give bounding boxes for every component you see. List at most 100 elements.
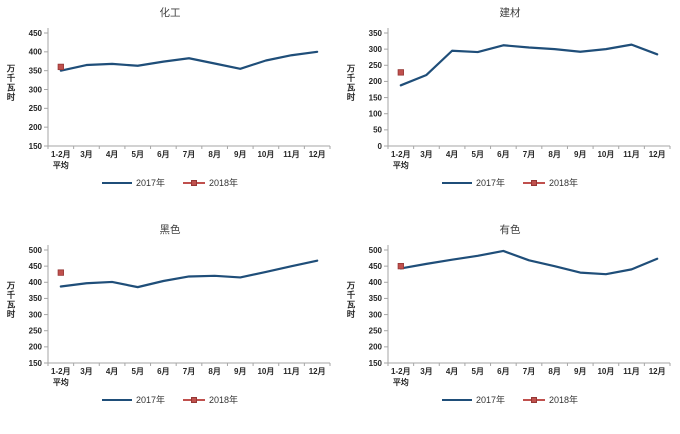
x-tick-label: 12月 xyxy=(309,367,326,376)
x-tick-label: 11月 xyxy=(283,367,299,376)
x-tick-label: 10月 xyxy=(597,367,614,376)
x-tick-label: 3月 xyxy=(420,367,432,376)
x-tick-label: 5月 xyxy=(132,367,144,376)
y-tick-label: 400 xyxy=(29,48,43,57)
y-tick-label: 350 xyxy=(29,294,43,303)
y-tick-label: 250 xyxy=(369,61,383,70)
legend-label: 2017年 xyxy=(475,178,505,188)
x-tick-label: 平均 xyxy=(393,377,409,387)
y-tick-label: 400 xyxy=(369,278,383,287)
line-swatch-icon xyxy=(101,398,132,401)
x-tick-label: 7月 xyxy=(523,150,535,159)
y-tick-label: 300 xyxy=(369,310,383,319)
x-tick-label: 6月 xyxy=(497,367,509,376)
x-tick-label: 8月 xyxy=(208,150,220,159)
series-2018-marker xyxy=(397,69,404,76)
line-swatch-icon xyxy=(441,398,472,401)
line-swatch-icon xyxy=(101,181,132,184)
x-tick-label: 12月 xyxy=(309,150,326,159)
x-tick-label: 4月 xyxy=(106,150,118,159)
x-tick-label: 1-2月 xyxy=(391,150,411,159)
y-tick-label: 300 xyxy=(29,85,43,94)
y-tick-label: 250 xyxy=(29,327,43,336)
x-tick-label: 4月 xyxy=(106,367,118,376)
chart-title: 黑色 xyxy=(159,224,181,236)
y-tick-label: 150 xyxy=(29,142,43,151)
x-tick-label: 10月 xyxy=(257,367,274,376)
x-tick-label: 7月 xyxy=(183,367,195,376)
y-tick-label: 500 xyxy=(369,246,383,255)
y-tick-label: 150 xyxy=(369,359,383,368)
x-tick-label: 4月 xyxy=(446,367,458,376)
x-tick-label: 3月 xyxy=(80,150,92,159)
y-tick-label: 350 xyxy=(369,294,383,303)
y-tick-label: 100 xyxy=(369,110,383,119)
x-tick-label: 5月 xyxy=(132,150,144,159)
y-tick-label: 150 xyxy=(369,93,383,102)
x-tick-label: 5月 xyxy=(472,367,484,376)
x-tick-label: 7月 xyxy=(183,150,195,159)
x-tick-label: 9月 xyxy=(234,150,246,159)
legend-label: 2017年 xyxy=(135,395,165,405)
legend-item-2017: 2017年 xyxy=(441,176,505,189)
series-2018-marker xyxy=(397,262,404,270)
x-tick-label: 11月 xyxy=(623,367,639,376)
x-tick-label: 平均 xyxy=(393,160,409,170)
x-tick-label: 10月 xyxy=(257,150,274,159)
legend-item-2017: 2017年 xyxy=(101,393,165,406)
y-tick-label: 200 xyxy=(369,77,383,86)
legend-item-2018: 2018年 xyxy=(523,176,578,189)
y-axis-title: 万千瓦时 xyxy=(346,64,356,102)
legend-item-2018: 2018年 xyxy=(183,393,238,406)
legend-item-2018: 2018年 xyxy=(523,393,578,406)
x-tick-label: 6月 xyxy=(157,367,169,376)
x-tick-label: 8月 xyxy=(208,367,220,376)
line-swatch-icon xyxy=(441,181,472,184)
chart-jiancai: 建材 万千瓦时 0 50 100 150 200 250 300 350 1-2月 平均 3月 4月 5… xyxy=(340,0,680,217)
x-tick-label: 1-2月 xyxy=(51,367,71,376)
y-tick-label: 450 xyxy=(29,29,43,38)
x-tick-label: 3月 xyxy=(80,367,92,376)
x-tick-label: 平均 xyxy=(53,377,69,387)
x-tick-label: 4月 xyxy=(446,150,458,159)
x-tick-label: 11月 xyxy=(283,150,299,159)
series-2018-marker xyxy=(57,63,64,71)
x-tick-label: 9月 xyxy=(574,367,586,376)
x-tick-label: 6月 xyxy=(497,150,509,159)
legend-label: 2018年 xyxy=(209,395,239,405)
marker-swatch-icon xyxy=(183,396,205,403)
series-2017-line xyxy=(59,50,319,72)
y-tick-label: 200 xyxy=(29,343,43,352)
y-tick-label: 450 xyxy=(369,262,383,271)
y-axis-title: 万千瓦时 xyxy=(6,281,16,319)
legend-label: 2018年 xyxy=(549,178,579,188)
y-tick-label: 300 xyxy=(369,45,383,54)
legend-label: 2017年 xyxy=(135,178,165,188)
legend-label: 2018年 xyxy=(209,178,239,188)
y-tick-label: 450 xyxy=(29,262,43,271)
legend: 2017年 2018年 xyxy=(0,176,340,189)
chart-youse: 有色 万千瓦时 150 200 250 300 350 400 450 500 1-2月 平均 3月… xyxy=(340,217,680,434)
y-tick-label: 500 xyxy=(29,246,43,255)
x-tick-label: 6月 xyxy=(157,150,169,159)
y-tick-label: 150 xyxy=(29,359,43,368)
y-tick-label: 250 xyxy=(29,104,43,113)
chart-heise: 黑色 万千瓦时 150 200 250 300 350 400 450 500 1-2月 平均 3月… xyxy=(0,217,340,434)
series-2017-line xyxy=(399,249,659,276)
legend-label: 2018年 xyxy=(549,395,579,405)
x-tick-label: 1-2月 xyxy=(391,367,411,376)
y-tick-label: 0 xyxy=(378,142,383,151)
series-2017-line xyxy=(399,43,659,87)
x-tick-label: 3月 xyxy=(420,150,432,159)
chart-title: 建材 xyxy=(499,7,521,19)
marker-swatch-icon xyxy=(523,179,545,186)
x-tick-label: 10月 xyxy=(597,150,614,159)
x-tick-label: 8月 xyxy=(548,367,560,376)
y-tick-label: 250 xyxy=(369,327,383,336)
y-tick-label: 50 xyxy=(373,126,382,135)
legend: 2017年 2018年 xyxy=(0,393,340,406)
y-tick-label: 400 xyxy=(29,278,43,287)
